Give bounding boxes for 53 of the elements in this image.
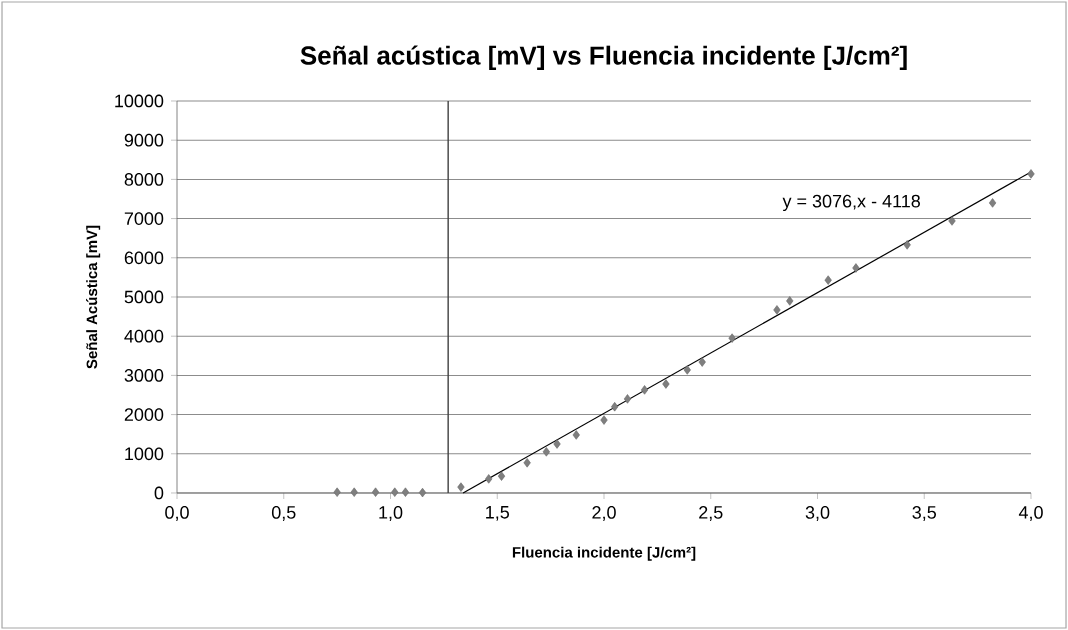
point [948, 216, 956, 226]
y-tick-label: 10000 [115, 94, 164, 108]
x-tick-label: 1,5 [486, 506, 510, 521]
y-tick-label: 3000 [124, 369, 164, 382]
point [497, 471, 506, 481]
y-tick-label: 9000 [124, 133, 164, 147]
point [824, 275, 832, 285]
y-tick-label: 6000 [124, 251, 164, 265]
point [698, 357, 706, 367]
point [988, 198, 997, 208]
point [600, 415, 608, 425]
x-tick-label: 4,0 [1018, 506, 1043, 521]
point [457, 482, 465, 492]
y-tick-label: 2000 [124, 408, 164, 421]
point [623, 394, 632, 404]
x-tick-label: 0,0 [165, 506, 189, 521]
point [572, 430, 580, 440]
point [542, 447, 550, 457]
y-tick-label: 0 [154, 486, 164, 500]
point [640, 385, 649, 395]
point [852, 263, 860, 273]
point [333, 487, 341, 497]
point [485, 474, 493, 484]
y-tick-label: 4000 [124, 329, 164, 343]
point [611, 402, 619, 412]
point [553, 439, 561, 449]
y-tick-label: 1000 [125, 447, 164, 461]
point [391, 487, 399, 497]
point [728, 333, 736, 343]
point [1027, 169, 1035, 179]
point [662, 379, 670, 389]
point [773, 305, 781, 315]
y-tick-label: 8000 [124, 173, 164, 186]
point [903, 240, 911, 250]
point [371, 487, 380, 497]
x-tick-label: 0,5 [271, 506, 296, 521]
point [401, 487, 410, 497]
x-axis-title: Fluencia incidente [J/cm²] [512, 546, 696, 561]
y-axis-title: Señal Acústica [mV] [86, 225, 101, 369]
chart-title: Señal acústica [mV] vs Fluencia incidente [J/cm²] [300, 45, 907, 70]
point [418, 487, 427, 498]
x-tick-label: 2,0 [592, 506, 616, 521]
x-tick-label: 2,5 [699, 506, 723, 521]
y-tick-label: 7000 [124, 212, 164, 225]
x-tick-label: 3,5 [912, 506, 937, 521]
x-tick-label: 3,0 [805, 506, 830, 521]
y-tick-label: 5000 [124, 290, 164, 304]
point [786, 296, 794, 306]
point [523, 458, 531, 468]
annotation: y = 3076,x - 4118 [782, 194, 920, 212]
point [350, 487, 358, 497]
point [683, 365, 691, 375]
x-tick-label: 1,0 [379, 506, 403, 521]
